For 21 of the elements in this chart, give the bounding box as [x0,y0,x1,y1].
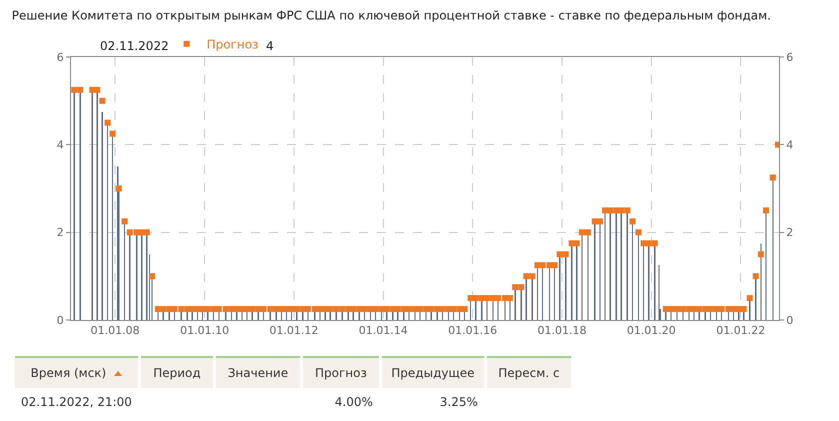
text: 4 [266,39,274,53]
y2-tick-label: 0 [786,314,794,327]
y2-tick-label: 6 [786,50,794,64]
table: Время (мск) Период Значение Прогноз Предыдущее Пересм. с 02.11.2022, 21:00 4.00% 3.25% [12,356,574,416]
y-tick-label: 4 [56,138,64,152]
x-tick-label: 01.01.18 [538,324,586,338]
x-tick-label: 01.01.14 [358,324,408,338]
chart-title: Решение Комитета по открытым рынкам ФРС США по ключевой процентной ставке - ставке по федеральным фондам. [12,8,771,23]
y-tick-label: 2 [56,226,64,240]
y-tick-label: 0 [56,314,64,327]
x-tick-label: 01.01.10 [180,324,230,338]
y2-tick-label: 4 [786,138,794,152]
x-tick-label: 01.01.22 [716,324,766,338]
y-tick-label: 6 [56,50,64,64]
text: 02.11.2022 [100,39,169,53]
x-tick-label: 01.01.12 [269,324,318,338]
x-tick-label: 01.01.16 [448,324,498,338]
legend-label: Прогноз [206,38,258,52]
x-tick-label: 01.01.20 [626,324,676,338]
y2-tick-label: 2 [786,226,794,240]
x-tick-label: 01.01.08 [90,324,140,338]
